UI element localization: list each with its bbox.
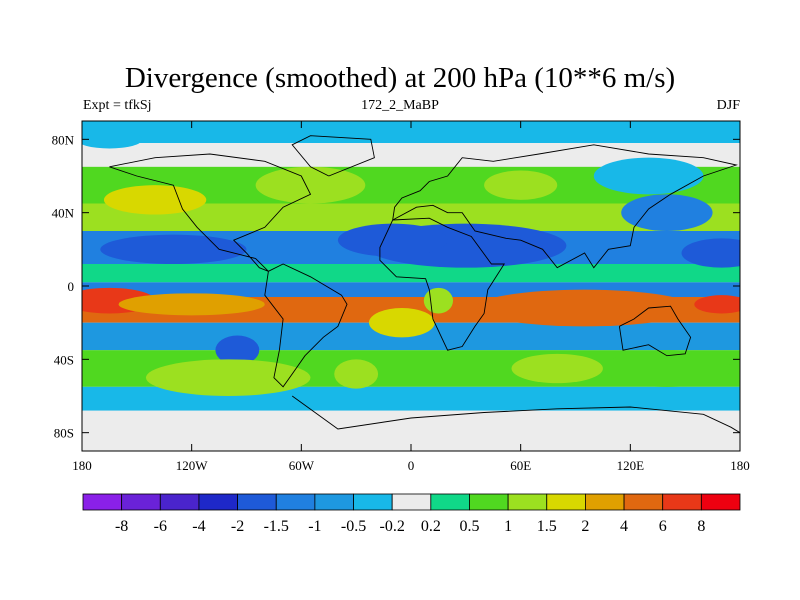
colorbar-swatch: [275, 493, 316, 511]
colorbar-swatch: [353, 493, 393, 511]
colorbar-swatch: [198, 493, 238, 511]
coastline: [291, 395, 740, 434]
colorbar-label: 1.5: [537, 518, 557, 535]
coastline: [392, 144, 738, 269]
x-tick-label: 180: [72, 458, 92, 473]
contour-patch: [334, 359, 379, 389]
colorbar-label: 2: [581, 518, 589, 535]
contour-patch: [103, 185, 207, 215]
colorbar-label: -6: [154, 518, 167, 535]
contour-patch: [423, 287, 454, 314]
colorbar-label: -2: [231, 518, 244, 535]
contour-patch: [100, 234, 247, 264]
x-tick-label: 120E: [617, 458, 645, 473]
contour-patch: [681, 238, 740, 268]
colorbar-label: 8: [697, 518, 705, 535]
coastline: [291, 135, 375, 177]
experiment-label: Expt = tfkSj: [83, 98, 152, 113]
colorbar-swatch: [314, 493, 354, 511]
contour-patch: [255, 166, 366, 204]
colorbar-label: 0.5: [459, 518, 479, 535]
coastline: [379, 217, 506, 351]
contour-patch: [337, 223, 448, 257]
contour-patch: [215, 335, 260, 365]
contour-patch: [145, 359, 311, 396]
colorbar-label: 0.2: [421, 518, 441, 535]
colorbar-swatch: [507, 493, 548, 511]
season-label: DJF: [716, 98, 740, 113]
x-tick-label: 60E: [510, 458, 531, 473]
colorbar-label: 4: [620, 518, 628, 535]
colorbar-swatch: [121, 493, 161, 511]
colorbar-label: -0.5: [341, 518, 366, 535]
contour-band: [82, 121, 740, 143]
coastline: [264, 263, 348, 388]
y-tick-label: 40S: [54, 352, 74, 367]
contour-patch: [694, 295, 740, 314]
colorbar-swatch: [82, 493, 123, 511]
coastline: [109, 153, 312, 272]
contour-patch: [602, 350, 731, 387]
colorbar-label: -8: [115, 518, 128, 535]
colorbar-swatch: [469, 493, 509, 511]
y-tick-label: 40N: [52, 206, 75, 221]
run-label: 172_2_MaBP: [361, 98, 439, 113]
contour-patch: [593, 157, 704, 195]
contour-patch: [621, 194, 713, 232]
x-tick-label: 60W: [289, 458, 315, 473]
contour-patch: [368, 308, 435, 338]
contour-field: [82, 121, 740, 451]
contour-patch: [82, 130, 143, 149]
colorbar-swatch: [662, 493, 702, 511]
colorbar-label: -0.2: [380, 518, 405, 535]
colorbar-swatch: [237, 493, 277, 511]
colorbar-label: -1.5: [264, 518, 289, 535]
colorbar-swatch: [585, 493, 625, 511]
contour-patch: [484, 170, 558, 200]
contour-band: [82, 143, 740, 167]
colorbar-label: -4: [192, 518, 205, 535]
contour-patch: [474, 289, 695, 327]
y-tick-label: 80N: [52, 132, 75, 147]
x-tick-label: 120W: [176, 458, 209, 473]
colorbar-label: -1: [308, 518, 321, 535]
contour-patch: [511, 353, 603, 384]
colorbar-swatch: [430, 493, 470, 511]
x-tick-label: 0: [408, 458, 415, 473]
x-tick-label: 180: [730, 458, 750, 473]
colorbar-swatch: [391, 493, 432, 511]
contour-band: [82, 264, 740, 283]
colorbar-label: 1: [504, 518, 512, 535]
colorbar-swatch: [700, 493, 741, 511]
colorbar-swatch: [546, 493, 586, 511]
colorbar-swatch: [623, 493, 664, 511]
colorbar-swatch: [159, 493, 200, 511]
y-tick-label: 80S: [54, 426, 74, 441]
y-tick-label: 0: [68, 279, 75, 294]
chart-title: Divergence (smoothed) at 200 hPa (10**6 …: [124, 62, 676, 94]
colorbar-label: 6: [659, 518, 667, 535]
coastline: [618, 305, 692, 357]
contour-patch: [118, 293, 265, 316]
